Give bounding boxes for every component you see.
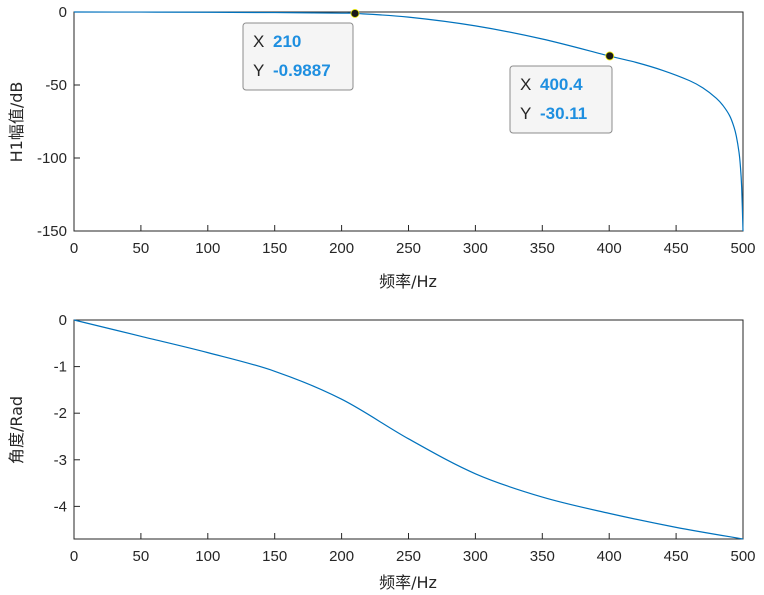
phase-x-ticks: 0 50 100 150 200 250 300 350 400 450 500 bbox=[70, 533, 756, 565]
x-tick-label: 0 bbox=[70, 548, 78, 565]
x-tick-label: 450 bbox=[664, 548, 689, 565]
magnitude-x-label: 频率/Hz bbox=[379, 272, 437, 291]
y-tick-label: -100 bbox=[37, 150, 67, 167]
y-tick-label: -2 bbox=[54, 405, 67, 422]
datatip-value: 400.4 bbox=[540, 75, 583, 94]
y-tick-label: 0 bbox=[59, 312, 67, 329]
x-tick-label: 50 bbox=[133, 240, 150, 257]
datatip-value: 210 bbox=[273, 32, 301, 51]
x-tick-label: 400 bbox=[597, 548, 622, 565]
datatip-value: -30.11 bbox=[540, 104, 587, 123]
magnitude-axes: 0 50 100 150 200 250 300 350 400 450 500 0 -50 -100 -… bbox=[7, 4, 756, 291]
x-tick-label: 400 bbox=[597, 240, 622, 257]
datatip-box bbox=[509, 65, 613, 134]
datatip[interactable]: X 210 Y -0.9887 bbox=[242, 22, 354, 91]
phase-plot-area bbox=[73, 319, 744, 540]
x-tick-label: 250 bbox=[396, 548, 421, 565]
datatip-box bbox=[242, 22, 354, 91]
datatip-key: Y bbox=[253, 61, 264, 80]
datatip[interactable]: X 400.4 Y -30.11 bbox=[509, 65, 613, 134]
x-tick-label: 350 bbox=[530, 240, 555, 257]
datatip-marker[interactable] bbox=[350, 9, 360, 18]
y-tick-label: -150 bbox=[37, 223, 67, 240]
x-tick-label: 250 bbox=[396, 240, 421, 257]
datatip-key: X bbox=[253, 32, 264, 51]
phase-y-ticks: 0 -1 -2 -3 -4 bbox=[54, 312, 80, 515]
x-tick-label: 200 bbox=[329, 548, 354, 565]
magnitude-y-ticks: 0 -50 -100 -150 bbox=[37, 4, 80, 240]
datatip-key: X bbox=[520, 75, 531, 94]
x-tick-label: 150 bbox=[262, 240, 287, 257]
phase-x-label: 频率/Hz bbox=[379, 573, 437, 592]
phase-y-label: 角度/Rad bbox=[7, 396, 26, 464]
x-tick-label: 0 bbox=[70, 240, 78, 257]
x-tick-label: 450 bbox=[664, 240, 689, 257]
magnitude-datatips: X 210 Y -0.9887 X 400.4 Y -30.11 bbox=[242, 9, 615, 134]
y-tick-label: 0 bbox=[59, 4, 67, 21]
magnitude-y-label: H1幅值/dB bbox=[7, 82, 26, 163]
x-tick-label: 500 bbox=[730, 240, 755, 257]
x-tick-label: 50 bbox=[133, 548, 150, 565]
x-tick-label: 500 bbox=[730, 548, 755, 565]
x-tick-label: 150 bbox=[262, 548, 287, 565]
y-tick-label: -3 bbox=[54, 452, 67, 469]
x-tick-label: 100 bbox=[195, 240, 220, 257]
y-tick-label: -1 bbox=[54, 359, 67, 376]
x-tick-label: 350 bbox=[530, 548, 555, 565]
x-tick-label: 300 bbox=[463, 548, 488, 565]
magnitude-x-ticks: 0 50 100 150 200 250 300 350 400 450 500 bbox=[70, 225, 756, 257]
datatip-value: -0.9887 bbox=[273, 61, 331, 80]
phase-axes: 0 50 100 150 200 250 300 350 400 450 500 0 -1 -2 -3 -4… bbox=[7, 312, 756, 592]
datatip-key: Y bbox=[520, 104, 531, 123]
datatip-marker[interactable] bbox=[605, 51, 615, 61]
magnitude-plot-area bbox=[73, 11, 744, 232]
x-tick-label: 200 bbox=[329, 240, 354, 257]
y-tick-label: -50 bbox=[45, 77, 67, 94]
x-tick-label: 300 bbox=[463, 240, 488, 257]
y-tick-label: -4 bbox=[54, 498, 67, 515]
x-tick-label: 100 bbox=[195, 548, 220, 565]
magnitude-curve bbox=[73, 11, 744, 232]
phase-curve bbox=[73, 319, 744, 540]
